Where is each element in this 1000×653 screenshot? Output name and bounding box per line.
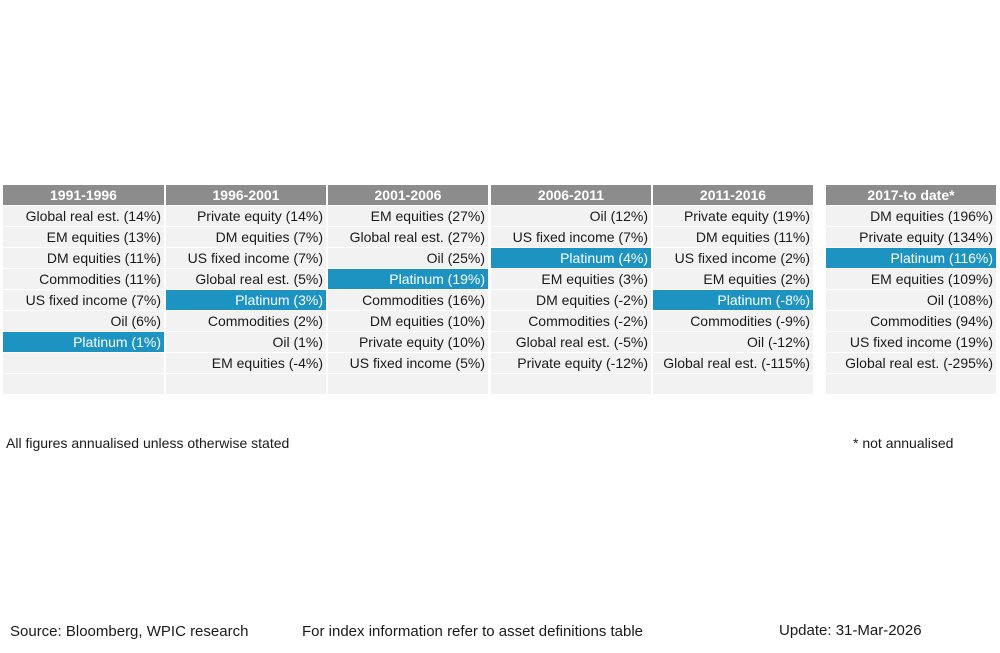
asset-return-cell: US fixed income (7%) bbox=[166, 248, 326, 268]
asset-return-cell: Private equity (-12%) bbox=[491, 353, 651, 373]
period-column: 2017-to date* DM equities (196%) Private e… bbox=[826, 185, 996, 394]
asset-return-cell: Oil (6%) bbox=[3, 311, 164, 331]
asset-return-cell: Commodities (-9%) bbox=[653, 311, 813, 331]
annualised-note: All figures annualised unless otherwise … bbox=[6, 435, 290, 451]
period-header: 2006-2011 bbox=[491, 185, 651, 205]
asset-return-cell: Private equity (14%) bbox=[166, 206, 326, 226]
platinum-highlight-cell: Platinum (4%) bbox=[491, 248, 651, 268]
asset-return-cell: US fixed income (19%) bbox=[826, 332, 996, 352]
asset-return-cell: EM equities (-4%) bbox=[166, 353, 326, 373]
period-header: 1991-1996 bbox=[3, 185, 164, 205]
asset-return-cell: EM equities (3%) bbox=[491, 269, 651, 289]
asset-return-cell: Global real est. (-115%) bbox=[653, 353, 813, 373]
update-text: Update: 31-Mar-2026 bbox=[779, 622, 922, 639]
not-annualised-note: * not annualised bbox=[853, 435, 954, 451]
asset-return-cell: Private equity (134%) bbox=[826, 227, 996, 247]
asset-return-cell: EM equities (109%) bbox=[826, 269, 996, 289]
asset-return-cell: Commodities (11%) bbox=[3, 269, 164, 289]
asset-return-cell: DM equities (196%) bbox=[826, 206, 996, 226]
asset-return-cell: DM equities (-2%) bbox=[491, 290, 651, 310]
index-info-text: For index information refer to asset def… bbox=[302, 623, 644, 640]
asset-return-cell: DM equities (11%) bbox=[653, 227, 813, 247]
asset-return-cell: DM equities (10%) bbox=[328, 311, 488, 331]
asset-return-cell: Private equity (10%) bbox=[328, 332, 488, 352]
period-column: 1991-1996 Global real est. (14%) EM equiti… bbox=[3, 185, 164, 394]
asset-return-cell: Global real est. (-5%) bbox=[491, 332, 651, 352]
platinum-highlight-cell: Platinum (1%) bbox=[3, 332, 164, 352]
asset-return-cell: Commodities (-2%) bbox=[491, 311, 651, 331]
asset-return-cell: Oil (-12%) bbox=[653, 332, 813, 352]
asset-return-cell: EM equities (13%) bbox=[3, 227, 164, 247]
platinum-highlight-cell: Platinum (3%) bbox=[166, 290, 326, 310]
asset-return-cell bbox=[826, 374, 996, 394]
platinum-highlight-cell: Platinum (-8%) bbox=[653, 290, 813, 310]
platinum-highlight-cell: Platinum (116%) bbox=[826, 248, 996, 268]
asset-return-cell: Private equity (19%) bbox=[653, 206, 813, 226]
asset-return-cell: DM equities (7%) bbox=[166, 227, 326, 247]
asset-return-cell: Global real est. (-295%) bbox=[826, 353, 996, 373]
asset-return-cell bbox=[3, 374, 164, 394]
period-header: 2011-2016 bbox=[653, 185, 813, 205]
source-text: Source: Bloomberg, WPIC research bbox=[10, 623, 249, 640]
period-header: 1996-2001 bbox=[166, 185, 326, 205]
period-column: 2001-2006 EM equities (27%) Global real es… bbox=[328, 185, 488, 394]
asset-return-cell: EM equities (27%) bbox=[328, 206, 488, 226]
asset-return-cell: Global real est. (5%) bbox=[166, 269, 326, 289]
asset-return-cell: Oil (25%) bbox=[328, 248, 488, 268]
asset-return-cell: Oil (108%) bbox=[826, 290, 996, 310]
period-column: 2006-2011 Oil (12%) US fixed income (7%) Pl… bbox=[491, 185, 651, 394]
asset-return-cell: Commodities (94%) bbox=[826, 311, 996, 331]
period-column: 2011-2016 Private equity (19%) DM equities… bbox=[653, 185, 813, 394]
asset-return-cell: US fixed income (5%) bbox=[328, 353, 488, 373]
asset-return-cell bbox=[166, 374, 326, 394]
period-header: 2001-2006 bbox=[328, 185, 488, 205]
asset-return-cell: Commodities (2%) bbox=[166, 311, 326, 331]
asset-return-cell: Global real est. (14%) bbox=[3, 206, 164, 226]
asset-return-cell: Commodities (16%) bbox=[328, 290, 488, 310]
asset-return-cell bbox=[491, 374, 651, 394]
asset-return-cell: DM equities (11%) bbox=[3, 248, 164, 268]
asset-return-cell bbox=[653, 374, 813, 394]
period-header: 2017-to date* bbox=[826, 185, 996, 205]
asset-return-cell: Oil (12%) bbox=[491, 206, 651, 226]
asset-return-cell bbox=[3, 353, 164, 373]
asset-return-cell: EM equities (2%) bbox=[653, 269, 813, 289]
asset-return-cell: US fixed income (2%) bbox=[653, 248, 813, 268]
asset-return-cell: Oil (1%) bbox=[166, 332, 326, 352]
platinum-highlight-cell: Platinum (19%) bbox=[328, 269, 488, 289]
asset-return-cell: US fixed income (7%) bbox=[3, 290, 164, 310]
asset-return-cell: US fixed income (7%) bbox=[491, 227, 651, 247]
asset-return-cell bbox=[328, 374, 488, 394]
asset-return-cell: Global real est. (27%) bbox=[328, 227, 488, 247]
period-column: 1996-2001 Private equity (14%) DM equities… bbox=[166, 185, 326, 394]
